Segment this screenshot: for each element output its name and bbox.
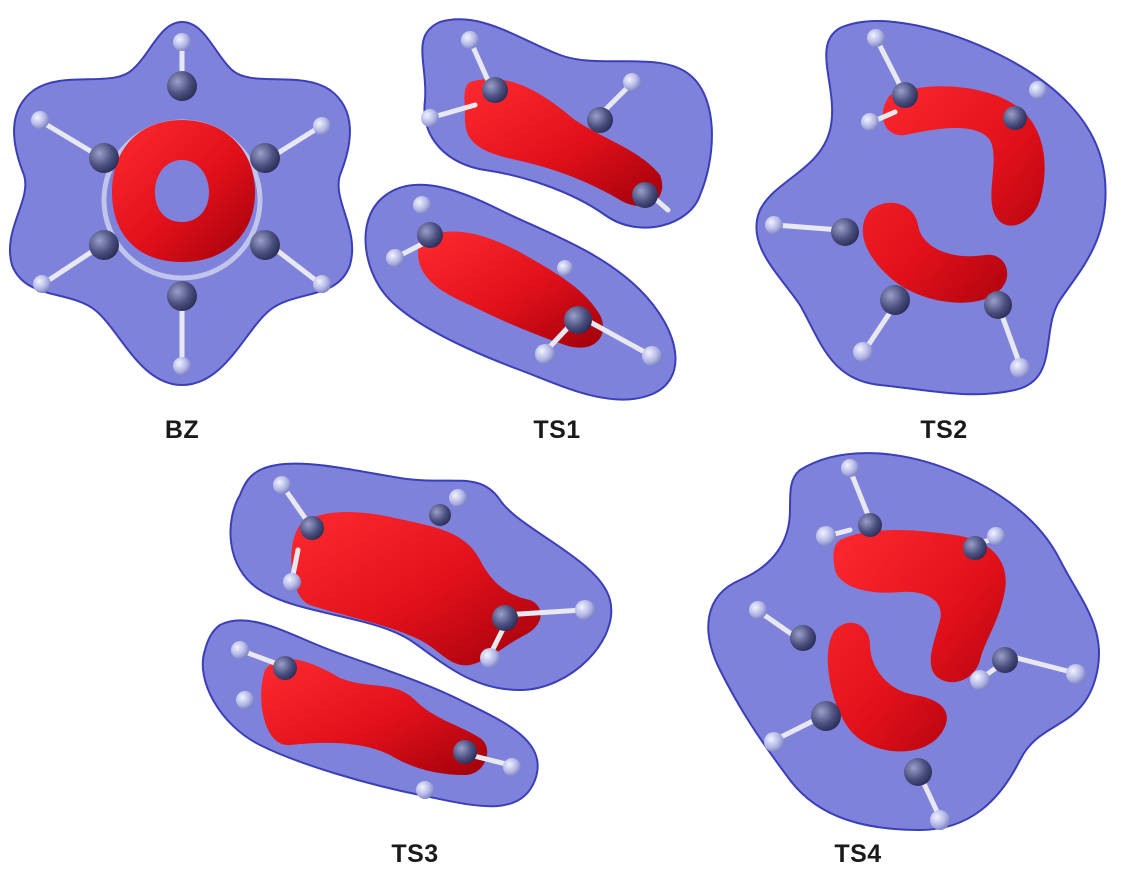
- bz-density-torus: [112, 120, 255, 262]
- panel-ts4: [707, 452, 1101, 832]
- ts2-envelope: [755, 20, 1107, 396]
- ts1-carbon-atoms: [417, 77, 658, 334]
- panel-ts2: [755, 20, 1107, 396]
- label-bz: BZ: [164, 416, 200, 444]
- label-ts4: TS4: [834, 840, 882, 868]
- ts3-carbon-atoms: [273, 504, 518, 764]
- ts3-density-top: [291, 512, 541, 666]
- label-ts2: TS2: [920, 416, 968, 444]
- label-ts1: TS1: [533, 416, 581, 444]
- ts1-density-bottom: [418, 231, 604, 348]
- panel-ts1: [364, 18, 713, 401]
- ts4-hydrogen-atoms: [749, 459, 1086, 830]
- bz-hydrogen-atoms: [31, 33, 331, 375]
- ts4-density: [827, 530, 1006, 752]
- ts2-carbon-atoms: [831, 82, 1027, 319]
- ts1-density-top: [464, 78, 663, 206]
- ts3-hydrogen-atoms: [231, 476, 595, 799]
- ts1-hydrogen-atoms: [386, 31, 662, 366]
- bz-carbon-atoms: [89, 71, 280, 311]
- panel-ts3: [201, 462, 613, 808]
- ts4-carbon-atoms: [790, 513, 1018, 786]
- panel-bz: [9, 20, 354, 387]
- ts4-envelope: [707, 452, 1101, 832]
- bz-envelope: [9, 20, 354, 387]
- ts2-hydrogen-atoms: [765, 29, 1047, 378]
- ts2-density: [862, 86, 1045, 303]
- label-ts3: TS3: [391, 840, 439, 868]
- ts3-density-bottom: [261, 658, 488, 775]
